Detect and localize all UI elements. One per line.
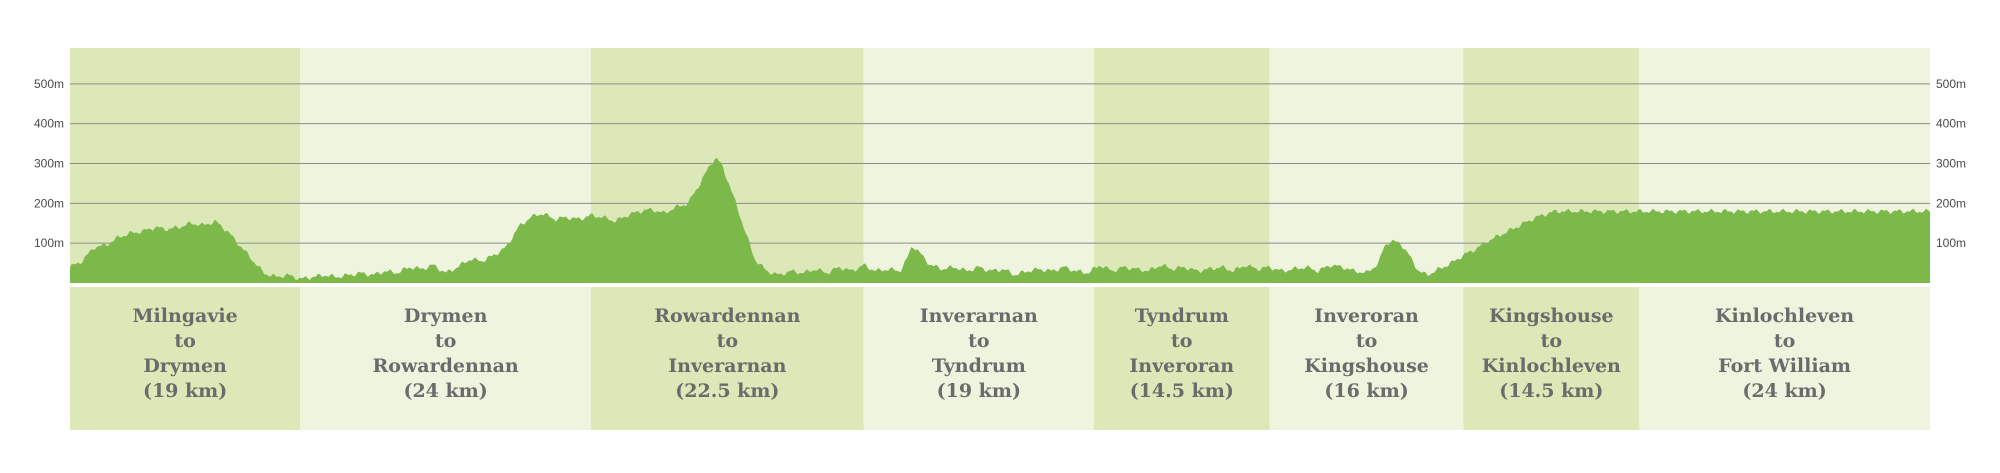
segment-label-line: Tyndrum — [1135, 305, 1229, 327]
y-tick-label-left: 500m — [34, 77, 64, 91]
y-tick-label-left: 200m — [34, 196, 64, 210]
segment-label-line: Kingshouse — [1304, 355, 1429, 377]
segment-label-line: Drymen — [404, 305, 488, 327]
segment-label-line: (14.5 km) — [1130, 380, 1234, 402]
segment-label-line: Inveroran — [1129, 355, 1234, 377]
segment-label-line: Rowardennan — [372, 355, 518, 377]
segment-label-band-4 — [863, 287, 1094, 430]
y-tick-label-right: 300m — [1936, 157, 1966, 171]
segment-label-line: Kingshouse — [1489, 305, 1614, 327]
segment-labels: Milngavie to Drymen (19 km) Drymen to Rowarden… — [132, 305, 1854, 402]
y-axis-left: 100m 200m 300m 400m 500m — [34, 77, 64, 250]
segment-label-line: to — [174, 330, 195, 352]
segment-label-line: Drymen — [143, 355, 227, 377]
y-axis-right: 100m 200m 300m 400m 500m — [1936, 77, 1966, 250]
segment-label-band-7 — [1463, 287, 1640, 430]
segment-label-line: (16 km) — [1324, 380, 1408, 402]
segment-label-line: to — [1774, 330, 1795, 352]
y-tick-label-left: 300m — [34, 157, 64, 171]
segment-label-line: (22.5 km) — [675, 380, 779, 402]
y-tick-label-right: 400m — [1936, 117, 1966, 131]
y-tick-label-right: 200m — [1936, 196, 1966, 210]
segment-label-line: (19 km) — [143, 380, 227, 402]
segment-label-line: to — [968, 330, 989, 352]
segment-label-line: to — [717, 330, 738, 352]
segment-label-line: to — [1171, 330, 1192, 352]
segment-band-4 — [863, 48, 1094, 283]
segment-band-5 — [1093, 48, 1270, 283]
segment-label-line: (24 km) — [1742, 380, 1826, 402]
y-tick-label-right: 500m — [1936, 77, 1966, 91]
segment-bands-labels — [70, 287, 1930, 430]
y-tick-label-right: 100m — [1936, 236, 1966, 250]
segment-label-band-1 — [70, 287, 301, 430]
segment-label-band-3 — [591, 287, 864, 430]
y-tick-label-left: 100m — [34, 236, 64, 250]
segment-band-6 — [1269, 48, 1464, 283]
segment-label-line: Kinlochleven — [1482, 355, 1621, 377]
segment-label-line: to — [1541, 330, 1562, 352]
segment-label-line: to — [1356, 330, 1377, 352]
segment-label-line: Kinlochleven — [1715, 305, 1854, 327]
segment-label-line: (14.5 km) — [1499, 380, 1603, 402]
segment-label-line: Fort William — [1718, 355, 1851, 377]
segment-label-line: (19 km) — [937, 380, 1021, 402]
segment-label-line: Milngavie — [132, 305, 237, 327]
segment-label-band-5 — [1093, 287, 1270, 430]
y-tick-label-left: 400m — [34, 117, 64, 131]
segment-label-line: Tyndrum — [932, 355, 1026, 377]
elevation-area — [70, 157, 1930, 283]
gridlines — [70, 83, 1930, 244]
segment-label-line: Inverarnan — [668, 355, 786, 377]
segment-label-line: Inveroran — [1314, 305, 1419, 327]
segment-label-line: Rowardennan — [654, 305, 800, 327]
segment-label-line: to — [435, 330, 456, 352]
segment-label-line: (24 km) — [403, 380, 487, 402]
segment-label-band-6 — [1269, 287, 1464, 430]
segment-label-band-8 — [1639, 287, 1930, 430]
segment-label-line: Inverarnan — [920, 305, 1038, 327]
segment-label-band-2 — [300, 287, 592, 430]
